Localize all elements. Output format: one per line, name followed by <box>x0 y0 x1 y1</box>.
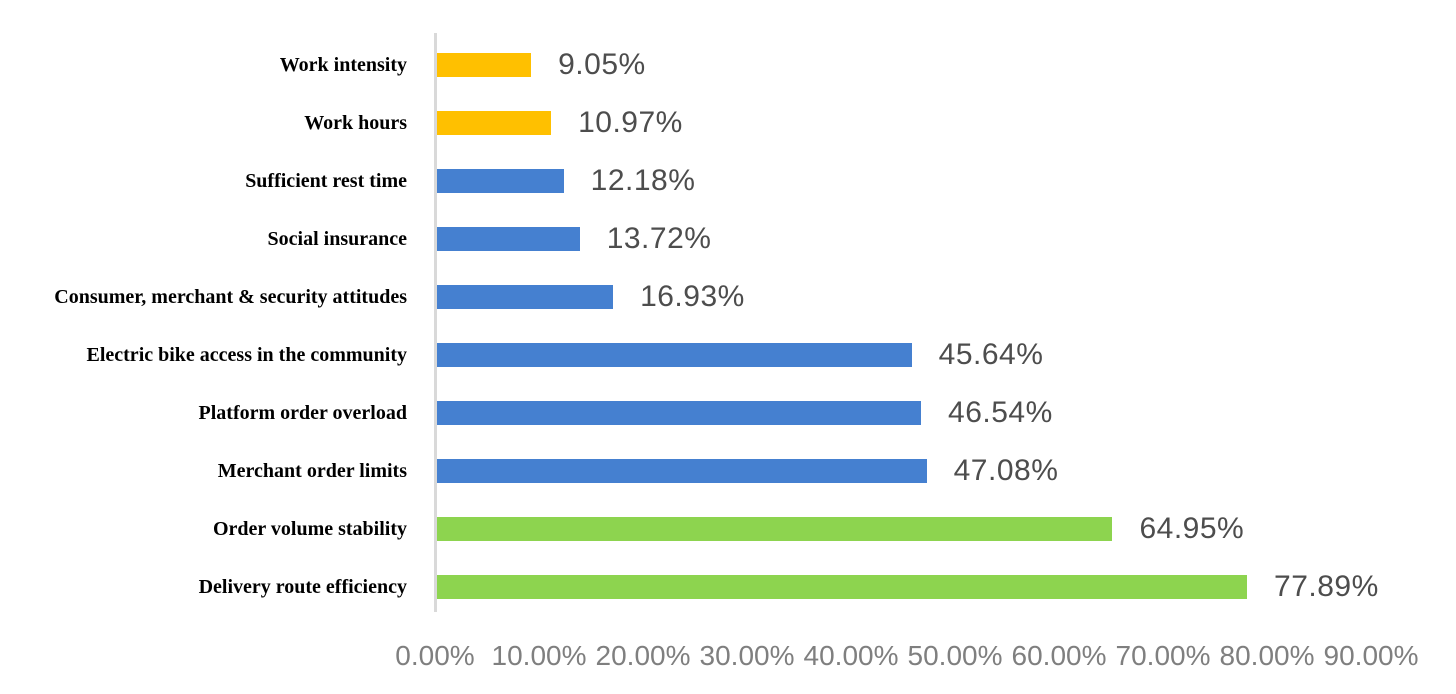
value-label: 12.18% <box>590 164 696 197</box>
chart-row: Work hours 10.97% <box>0 94 1456 152</box>
chart-row: Work intensity 9.05% <box>0 36 1456 94</box>
bar-track: 64.95% <box>437 500 1456 558</box>
x-tick-label: 60.00% <box>1011 640 1107 671</box>
chart-row: Delivery route efficiency 77.89% <box>0 558 1456 616</box>
bar <box>437 53 532 77</box>
category-label: Merchant order limits <box>217 460 407 482</box>
bar-track: 77.89% <box>437 558 1456 616</box>
x-tick-label: 80.00% <box>1219 640 1315 671</box>
chart-row: Sufficient rest time 12.18% <box>0 152 1456 210</box>
bar <box>437 459 927 483</box>
bar <box>437 401 922 425</box>
bar-track: 13.72% <box>437 210 1456 268</box>
value-label: 47.08% <box>953 454 1059 487</box>
category-label: Electric bike access in the community <box>86 344 408 366</box>
chart-row: Consumer, merchant & security attitudes 1… <box>0 268 1456 326</box>
category-label: Order volume stability <box>212 518 407 540</box>
bar <box>437 169 564 193</box>
x-tick-label: 70.00% <box>1115 640 1211 671</box>
category-label: Delivery route efficiency <box>198 576 407 598</box>
plot-area: Work intensity 9.05% Work hours 10.97% Suffi… <box>0 36 1456 616</box>
x-tick-label: 90.00% <box>1323 640 1419 671</box>
value-label: 9.05% <box>558 48 646 81</box>
bar <box>437 517 1113 541</box>
value-label: 13.72% <box>606 222 712 255</box>
value-label: 16.93% <box>640 280 745 313</box>
bar-track: 47.08% <box>437 442 1456 500</box>
value-label: 10.97% <box>578 106 683 139</box>
x-tick-label: 0.00% <box>395 640 475 671</box>
chart-row: Platform order overload 46.54% <box>0 384 1456 442</box>
chart-row: Order volume stability 64.95% <box>0 500 1456 558</box>
x-tick-label: 30.00% <box>699 640 795 671</box>
chart-row: Merchant order limits 47.08% <box>0 442 1456 500</box>
x-tick-label: 20.00% <box>595 640 691 671</box>
x-tick-label: 10.00% <box>491 640 587 671</box>
bar-track: 45.64% <box>437 326 1456 384</box>
bar <box>437 111 552 135</box>
bar-track: 10.97% <box>437 94 1456 152</box>
x-tick-label: 50.00% <box>907 640 1003 671</box>
chart-row: Electric bike access in the community 45.… <box>0 326 1456 384</box>
value-label: 64.95% <box>1139 512 1245 545</box>
bar-track: 16.93% <box>437 268 1456 326</box>
bar <box>437 575 1248 599</box>
value-label: 45.64% <box>938 338 1044 371</box>
bar-track: 46.54% <box>437 384 1456 442</box>
x-tick-label: 40.00% <box>803 640 899 671</box>
category-label: Work hours <box>304 112 407 134</box>
value-label: 46.54% <box>948 396 1053 429</box>
category-label: Sufficient rest time <box>245 170 407 192</box>
value-label: 77.89% <box>1274 570 1379 603</box>
category-label: Work intensity <box>279 54 407 76</box>
y-axis-line <box>434 33 437 612</box>
category-label: Consumer, merchant & security attitudes <box>54 286 407 308</box>
x-axis: 0.00% 10.00% 20.00% 30.00% 40.00% 50.00% 60.00… <box>0 640 1456 680</box>
bar <box>437 285 614 309</box>
category-label: Social insurance <box>267 228 407 250</box>
bar <box>437 227 580 251</box>
category-label: Platform order overload <box>198 402 407 424</box>
bar <box>437 343 912 367</box>
bar-track: 9.05% <box>437 36 1456 94</box>
chart-row: Social insurance 13.72% <box>0 210 1456 268</box>
bar-track: 12.18% <box>437 152 1456 210</box>
